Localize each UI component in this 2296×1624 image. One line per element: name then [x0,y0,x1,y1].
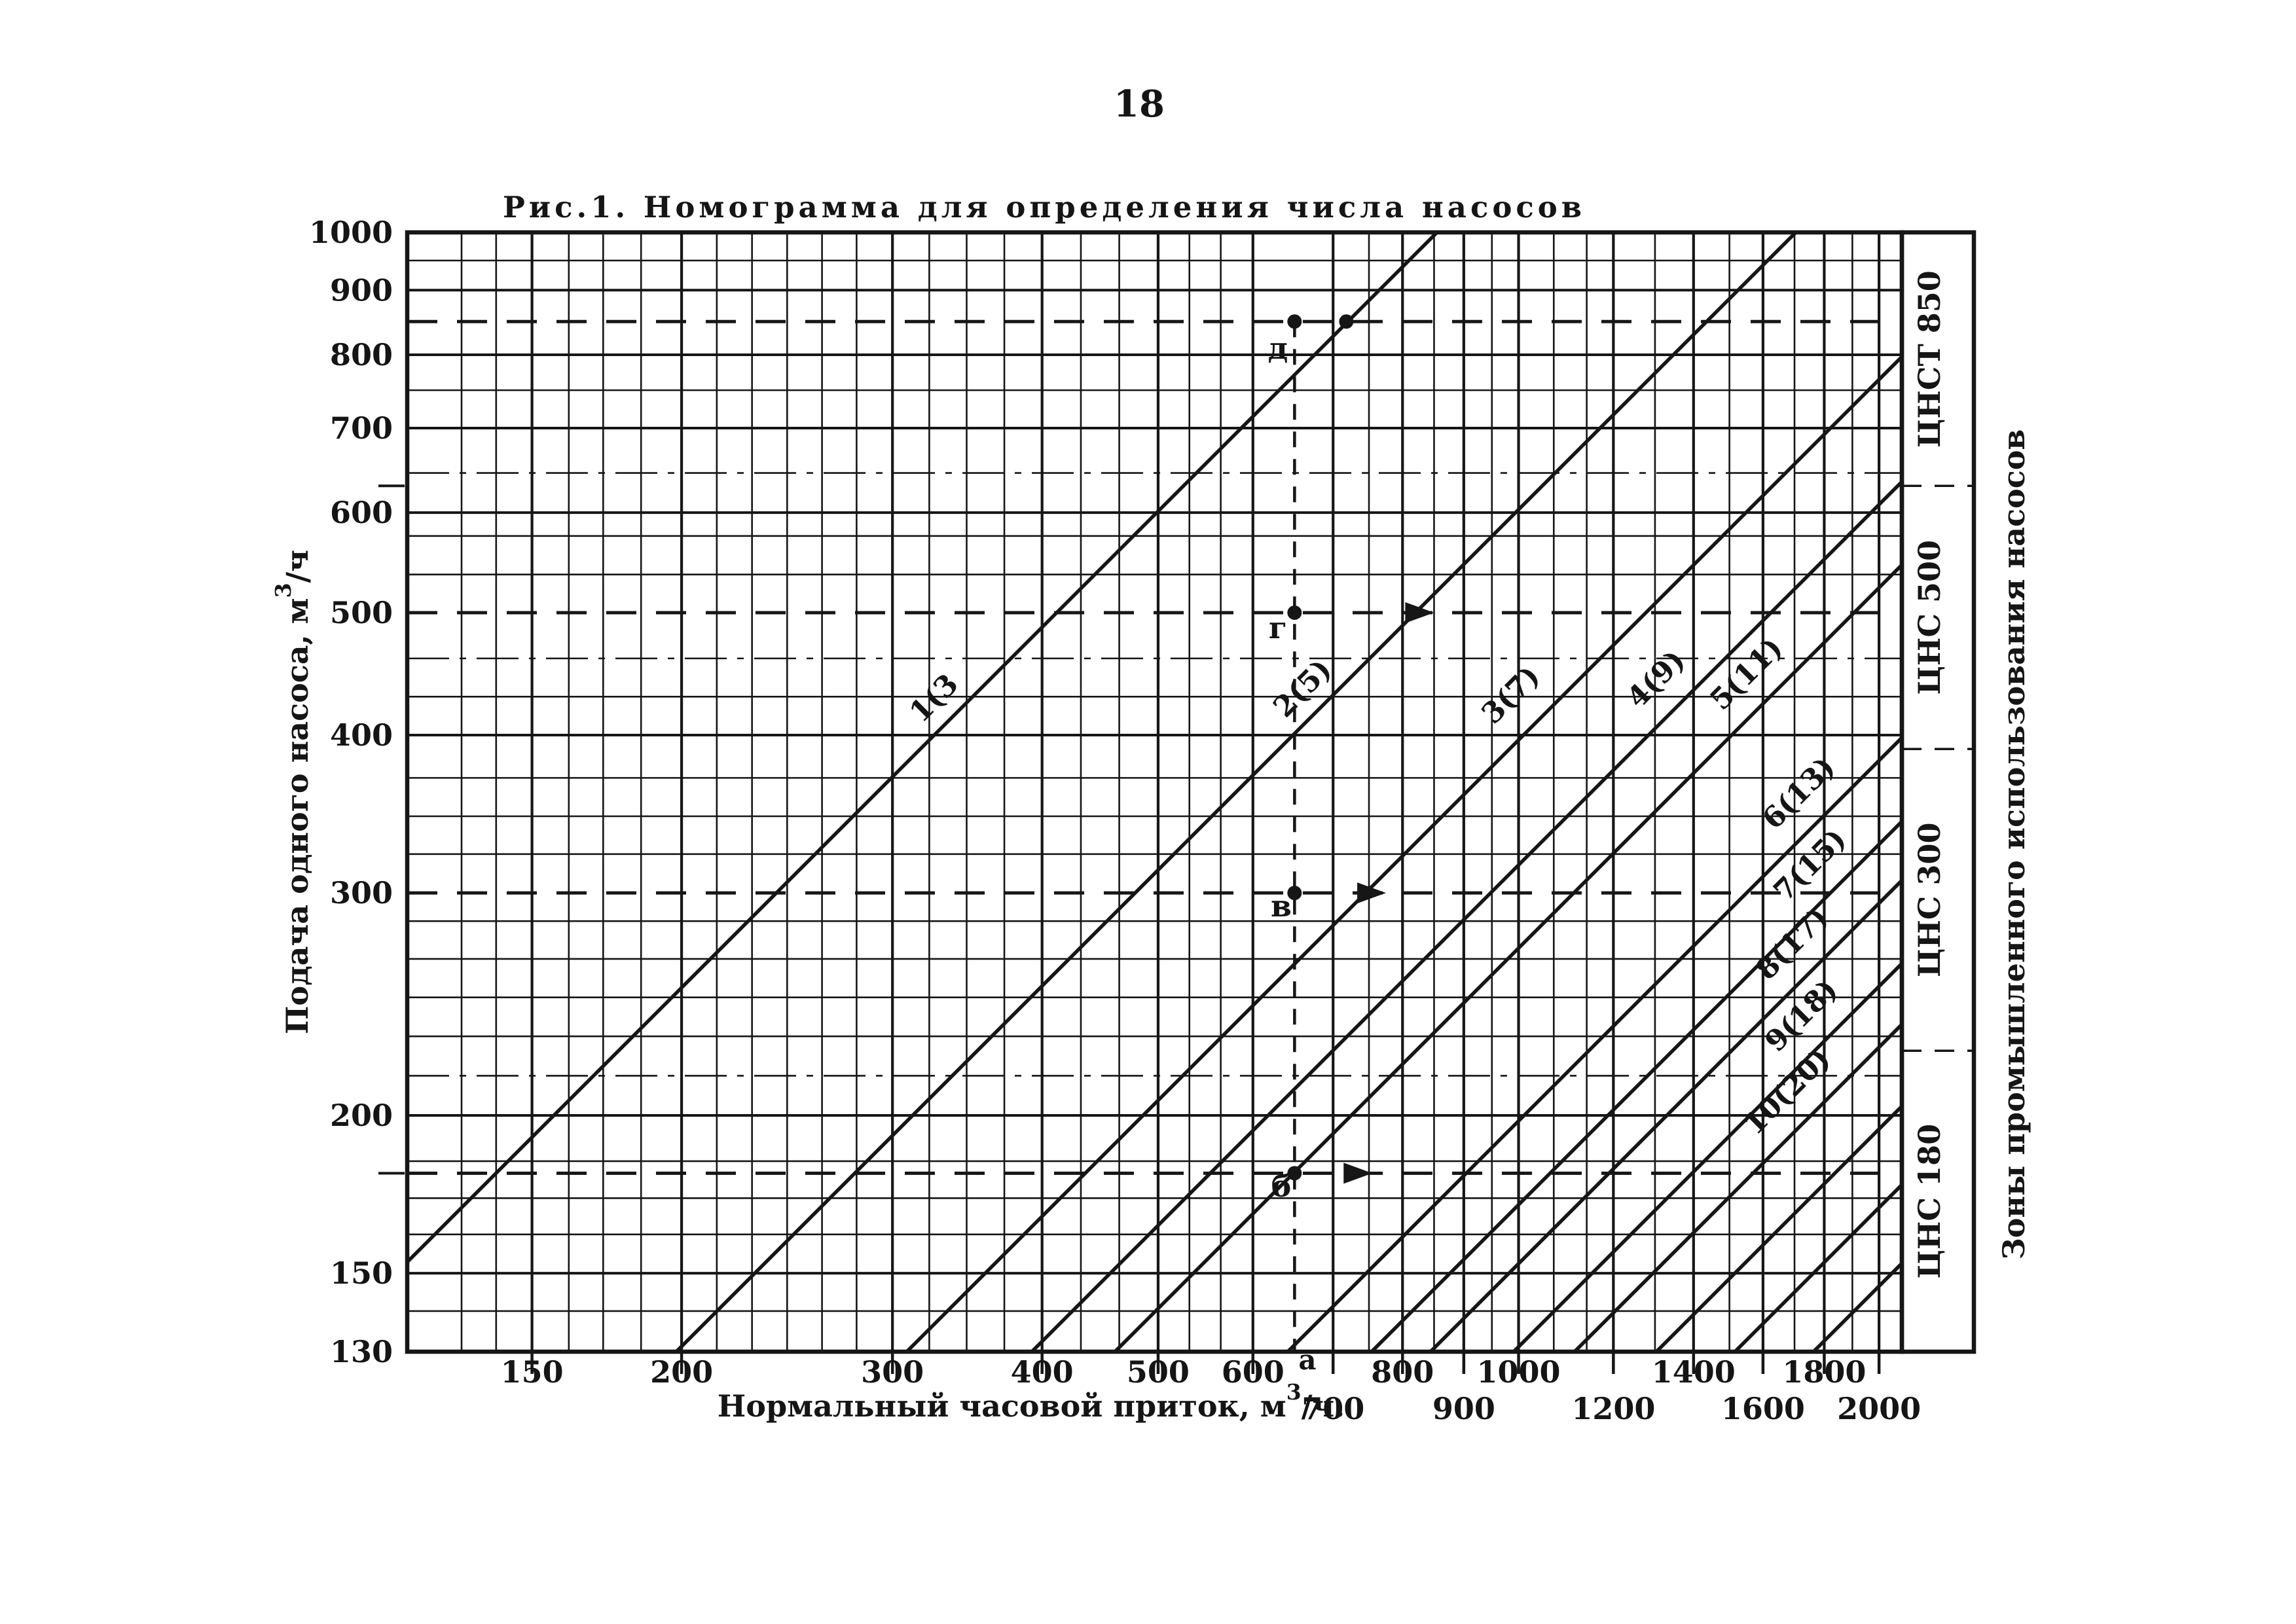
pump-count-line-label: 10(20) [1738,1042,1837,1142]
pump-count-line [1734,1183,1903,1353]
pump-count-line-label: 2(5) [1267,653,1338,724]
pump-count-line [406,231,1438,1263]
pump-count-line [1030,480,1903,1353]
pump-count-line [1655,1105,1903,1353]
x-axis-tick-label: 400 [1011,1354,1074,1390]
y-axis-tick-label: 1000 [309,215,393,250]
pump-zone-column [1899,230,1977,1354]
example-point-dot [1287,314,1302,329]
x-axis-tick-label: 700 [1302,1391,1364,1426]
pump-count-line-label: 3(7) [1475,659,1546,731]
example-point-label: г [1269,610,1287,645]
pump-count-line-label: 9(18) [1759,973,1844,1058]
y-axis-tick-label: 700 [330,410,393,446]
pump-count-line [1286,736,1903,1353]
pump-count-line [1512,962,1903,1353]
x-axis-tick-label: 300 [861,1354,924,1390]
y-axis-tick-label: 400 [330,717,393,753]
example-point-label: д [1268,331,1288,366]
pump-count-line [1812,1262,1903,1353]
axis-title-text: Нормальный часовой приток, м [718,1388,1286,1424]
pump-count-line [905,355,1903,1353]
pump-count-line-label: 5(11) [1704,632,1789,717]
pump-count-line [675,231,1797,1353]
example-arrowhead [1357,882,1387,904]
pump-count-line-label: 1(3 [903,668,965,729]
axis-title-superscript: 3 [270,583,296,598]
axis-title-text: /ч [280,550,315,583]
example-point-dot [1287,886,1302,901]
x-axis-tick-label: 800 [1371,1354,1434,1390]
pump-count-line [1370,820,1903,1353]
pump-zone-label: ЦНС 300 [1912,822,1947,977]
y-axis-tick-label: 800 [330,337,393,372]
example-point-label: а [1298,1344,1316,1376]
zones-column-title: Зоны промышленного использования насосов [1996,429,2032,1260]
example-point-dot [1339,314,1354,329]
x-axis-tick-label: 1800 [1782,1354,1866,1390]
example-point-dot [1287,1166,1302,1181]
example-point-dot [1287,605,1302,620]
y-axis-tick-label: 130 [330,1334,393,1369]
y-axis-tick-label: 150 [330,1255,393,1291]
pump-zone-label: ЦНС 180 [1912,1124,1947,1279]
example-arrowhead [1405,602,1434,623]
pump-count-line [1573,1023,1903,1353]
y-axis-tick-label: 200 [330,1098,393,1133]
example-point-label: б [1271,1168,1292,1204]
pump-zone-label: ЦНСТ 850 [1912,270,1947,448]
page-number: 18 [1114,82,1165,126]
pump-count-line [1114,564,1903,1353]
plot-border [405,230,1904,1354]
y-axis-title: Подача одного насоса, м3/ч [270,550,315,1034]
figure-title: Рис.1. Номограмма для определения числа … [503,190,1586,225]
x-axis-tick-label: 1600 [1721,1391,1805,1426]
example-point-label: в [1271,888,1292,924]
y-axis-tick-label: 600 [330,495,393,530]
x-axis-tick-label: 900 [1432,1391,1495,1426]
x-axis-tick-label: 200 [650,1354,713,1390]
x-axis-title: Нормальный часовой приток, м3/ч. [718,1379,1345,1424]
x-axis-tick-label: 150 [501,1354,564,1390]
y-axis-tick-label: 900 [330,272,393,308]
x-axis-tick-label: 2000 [1837,1391,1921,1426]
example-arrowhead [1343,1163,1373,1184]
axis-title-text: /ч. [1302,1388,1345,1424]
pump-zone-label: ЦНС 500 [1912,540,1947,695]
y-axis-tick-label: 500 [330,595,393,630]
x-axis-tick-label: 1000 [1477,1354,1561,1390]
axis-title-text: Подача одного насоса, м [280,598,315,1034]
x-axis-tick-label: 1200 [1571,1391,1655,1426]
x-axis-tick-label: 600 [1222,1354,1285,1390]
x-axis-tick-label: 1400 [1652,1354,1736,1390]
y-axis-tick-label: 300 [330,875,393,911]
pump-count-line [1429,879,1903,1353]
axis-title-superscript: 3 [1286,1379,1302,1405]
x-axis-tick-label: 500 [1127,1354,1190,1390]
